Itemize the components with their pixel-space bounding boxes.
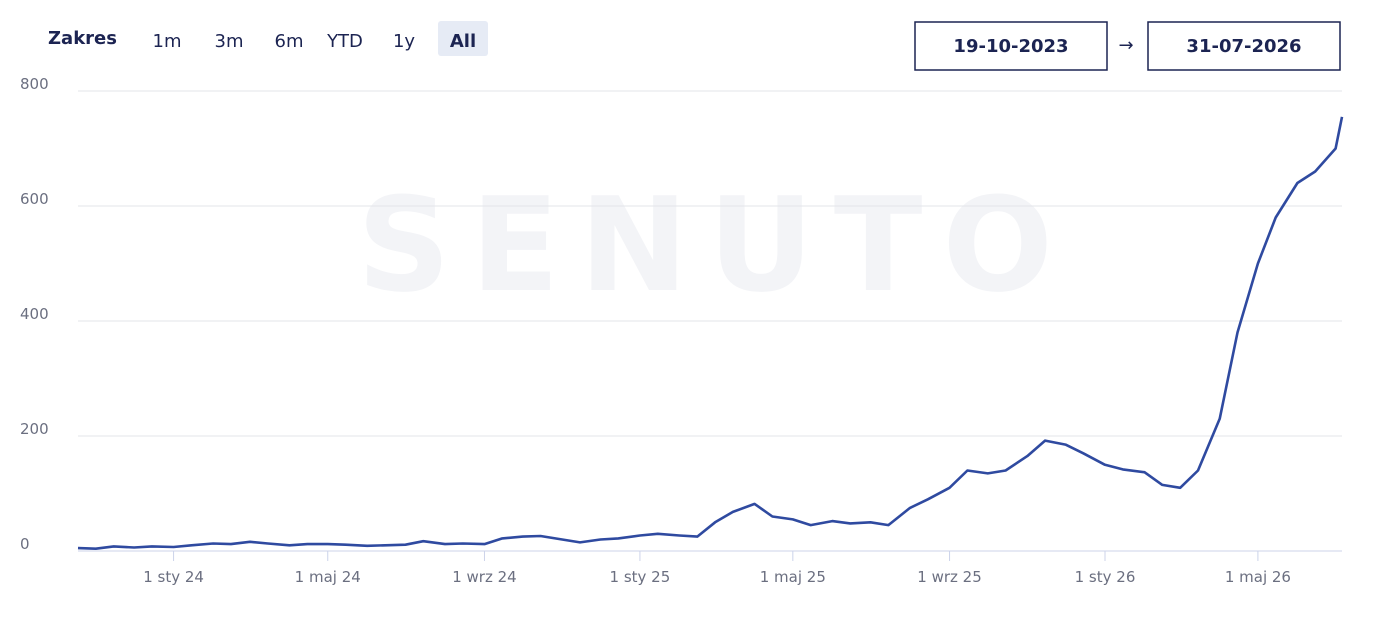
range-button[interactable]: 1m [153,31,182,52]
range-button[interactable]: All [450,31,476,52]
y-tick-label: 800 [20,75,49,93]
range-button[interactable]: YTD [326,31,363,52]
x-tick-label: 1 sty 24 [143,568,204,586]
x-tick-label: 1 sty 25 [610,568,671,586]
active-button-bg[interactable] [438,21,488,56]
x-tick-label: 1 maj 26 [1225,568,1291,586]
date-from-box[interactable] [914,21,1108,71]
y-tick-label: 200 [20,420,49,438]
y-tick-label: 600 [20,190,49,208]
line [77,116,1344,550]
y-tick-label: 0 [20,535,30,553]
watermark: SENUTO [357,169,1073,321]
x-tick-label: 1 maj 25 [760,568,826,586]
y-tick-label: 400 [20,305,49,323]
arrow: → [1118,35,1133,56]
date-from[interactable]: 19-10-2023 [953,36,1068,57]
range-buttons: 1m 3m 6m YTD 1y All [153,21,488,56]
range-label: Zakres [48,28,117,49]
range-button[interactable]: 1y [393,31,415,52]
range-button[interactable]: 6m [275,31,304,52]
x-tick-label: 1 maj 24 [295,568,361,586]
range-button[interactable]: 3m [215,31,244,52]
x-tick-label: 1 sty 26 [1075,568,1136,586]
date-to-box[interactable] [1147,21,1341,71]
x-tick-label: 1 wrz 24 [452,568,516,586]
x-tick-label: 1 wrz 25 [917,568,981,586]
date-to[interactable]: 31-07-2026 [1186,36,1301,57]
